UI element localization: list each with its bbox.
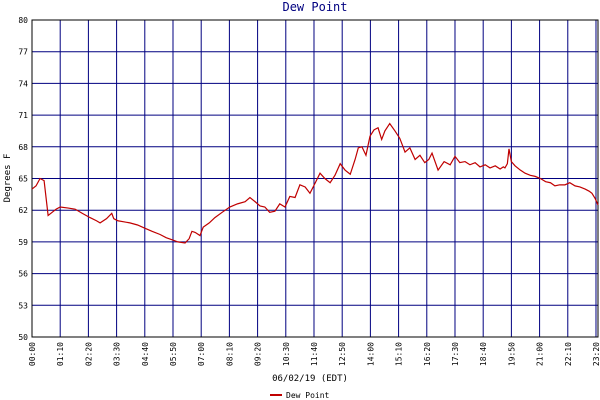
y-tick-label: 68 [18, 143, 28, 152]
y-tick-label: 74 [18, 79, 28, 88]
chart-title: Dew Point [282, 0, 347, 14]
plot-border [31, 19, 599, 338]
x-tick-label: 10:30 [282, 342, 291, 366]
y-axis-label: Degrees F [3, 154, 13, 203]
y-tick-label: 77 [18, 48, 28, 57]
x-tick-label: 11:40 [310, 342, 319, 366]
x-tick-label: 00:00 [28, 342, 37, 366]
y-tick-label: 65 [18, 175, 28, 184]
x-tick-label: 08:10 [225, 342, 234, 366]
x-tick-label: 16:20 [423, 342, 432, 366]
legend-label: Dew Point [286, 391, 330, 400]
x-tick-label: 18:40 [479, 342, 488, 366]
x-axis-label: 06/02/19 (EDT) [272, 374, 348, 384]
x-tick-label: 05:50 [169, 342, 178, 366]
y-tick-label: 56 [18, 270, 28, 279]
y-tick-label: 59 [18, 238, 28, 247]
x-tick-label: 21:00 [536, 342, 545, 366]
x-tick-label: 12:50 [338, 342, 347, 366]
x-tick-label: 03:30 [113, 342, 122, 366]
y-tick-label: 71 [18, 111, 28, 120]
y-tick-label: 50 [18, 333, 28, 342]
x-tick-label: 15:10 [395, 342, 404, 366]
x-tick-label: 04:40 [141, 342, 150, 366]
x-tick-label: 17:30 [451, 342, 460, 366]
x-tick-label: 14:00 [366, 342, 375, 366]
x-tick-label: 19:50 [507, 342, 516, 366]
data-line [31, 122, 599, 244]
x-tick-label: 09:20 [254, 342, 263, 366]
y-tick-label: 62 [18, 206, 28, 215]
y-tick-label: 53 [18, 301, 28, 310]
x-tick-label: 07:00 [197, 342, 206, 366]
x-tick-label: 01:10 [56, 342, 65, 366]
y-tick-label: 80 [18, 16, 28, 25]
x-tick-label: 23:20 [592, 342, 600, 366]
x-tick-label: 02:20 [84, 342, 93, 366]
x-tick-label: 22:10 [564, 342, 573, 366]
